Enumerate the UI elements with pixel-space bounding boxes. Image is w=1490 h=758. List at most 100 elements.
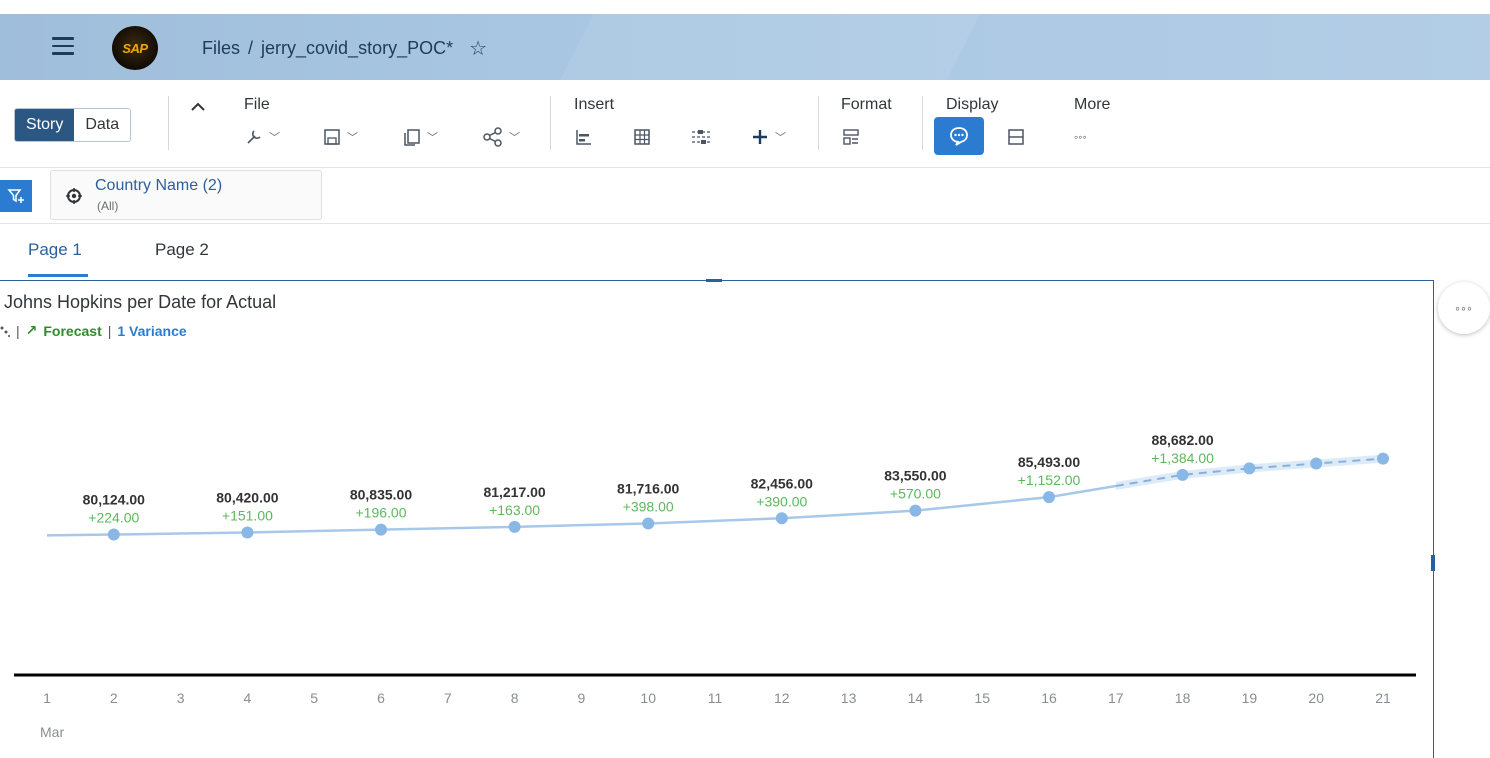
display-group-label: Display	[946, 96, 999, 113]
active-tab-indicator	[28, 274, 88, 277]
share-icon	[483, 127, 502, 147]
filter-value: (All)	[97, 199, 119, 213]
plus-icon	[753, 130, 767, 144]
insert-input-control-button[interactable]	[690, 124, 712, 150]
series-line-forecast	[1115, 457, 1384, 487]
chart-more-button[interactable]: ◦◦◦	[1438, 282, 1490, 334]
tab-page-1[interactable]: Page 1	[28, 240, 82, 259]
shell-bar: SAP Files / jerry_covid_story_POC* ☆	[0, 14, 1490, 80]
variance-label: +398.00	[623, 498, 674, 514]
breadcrumb-files[interactable]: Files	[202, 38, 241, 58]
data-button[interactable]: Data	[74, 109, 131, 141]
chart-icon	[576, 130, 591, 145]
more-group-label: More	[1074, 96, 1111, 113]
edit-tools-button[interactable]: ﹀	[244, 124, 280, 150]
data-point	[375, 523, 387, 536]
insert-chart-button[interactable]	[574, 124, 594, 150]
story-button[interactable]: Story	[15, 109, 75, 141]
breadcrumb-separator: /	[248, 38, 254, 58]
chevron-down-icon: ﹀	[509, 132, 520, 144]
divider	[818, 96, 819, 150]
tick-label: 8	[511, 690, 519, 706]
variance-label[interactable]: 1 Variance	[117, 322, 187, 339]
divider	[550, 96, 551, 150]
divider	[168, 96, 169, 150]
tick-label: 16	[1041, 690, 1057, 706]
variance-label: +151.00	[222, 507, 273, 523]
tick-label: 12	[774, 690, 790, 706]
forecast-label[interactable]: Forecast	[43, 322, 102, 339]
line-chart: 80,124.00 +224.00 80,420.00 +151.00 80,835.0…	[14, 432, 1416, 740]
add-filter-button[interactable]	[0, 180, 32, 212]
filter-add-icon	[7, 189, 24, 203]
data-point	[1176, 468, 1189, 481]
chart-subtitle: | ↗ Forecast | 1 Variance	[0, 322, 187, 339]
more-button[interactable]: ◦◦◦	[1074, 124, 1087, 150]
data-point	[1310, 457, 1323, 470]
shell-decoration	[560, 14, 980, 80]
data-point	[642, 517, 655, 530]
chevron-down-icon: ﹀	[269, 132, 280, 144]
variance-label: +163.00	[489, 502, 540, 518]
format-button[interactable]	[841, 124, 861, 150]
forecast-arrow-icon: ↗	[25, 322, 38, 338]
insert-group-label: Insert	[574, 96, 615, 113]
resize-handle-right[interactable]	[1431, 555, 1435, 571]
tick-label: 2	[110, 690, 118, 706]
star-icon[interactable]: ☆	[469, 38, 488, 60]
toolbar: Story Data File ﹀ ﹀ ﹀ ﹀ Insert ﹀ Format	[0, 80, 1490, 168]
story-data-toggle: Story Data	[14, 108, 132, 142]
tick-label: 9	[578, 690, 586, 706]
country-name-filter[interactable]: Country Name (2) (All)	[50, 170, 322, 220]
tick-label: 20	[1308, 690, 1324, 706]
tick-label: 6	[377, 690, 385, 706]
variance-label: +1,152.00	[1018, 472, 1081, 488]
format-group-label: Format	[841, 96, 892, 113]
tick-label: 10	[640, 690, 656, 706]
chart-title: Johns Hopkins per Date for Actual	[4, 292, 277, 312]
divider	[922, 96, 923, 150]
variance-label: +390.00	[756, 493, 807, 509]
subtitle-separator: |	[107, 322, 112, 339]
more-dots-icon: ◦◦◦	[1074, 130, 1087, 144]
save-button[interactable]: ﹀	[322, 124, 358, 150]
split-view-button[interactable]	[1006, 124, 1026, 150]
format-icon	[843, 129, 859, 145]
tab-page-2[interactable]: Page 2	[155, 240, 209, 259]
variance-label: +1,384.00	[1151, 450, 1214, 466]
data-point	[1377, 452, 1389, 465]
tick-label: 5	[310, 690, 318, 706]
data-point	[1043, 491, 1055, 504]
x-sublabel: Mar	[40, 724, 64, 740]
wrench-icon	[247, 130, 261, 144]
sap-logo[interactable]: SAP	[112, 26, 158, 70]
input-control-icon	[692, 130, 710, 144]
menu-icon[interactable]	[52, 37, 74, 55]
add-button[interactable]: ﹀	[750, 124, 786, 150]
dimension-icon	[66, 188, 82, 204]
share-button[interactable]: ﹀	[482, 124, 520, 150]
data-point	[107, 528, 120, 541]
data-label: 85,493.00	[1018, 454, 1080, 470]
tick-label: 21	[1375, 690, 1391, 706]
data-label: 88,682.00	[1151, 432, 1213, 448]
tick-label: 14	[908, 690, 924, 706]
collapse-toolbar-icon[interactable]	[190, 96, 206, 117]
breadcrumb: Files / jerry_covid_story_POC* ☆	[202, 36, 487, 61]
tick-label: 11	[708, 690, 723, 706]
series-line-actual	[46, 484, 1117, 537]
variance-label: +196.00	[356, 505, 407, 521]
insert-table-button[interactable]	[632, 124, 652, 150]
data-point	[909, 504, 922, 517]
page-tabs: Page 1 Page 2	[0, 224, 1490, 280]
copy-button[interactable]: ﹀	[402, 124, 438, 150]
tick-label: 3	[177, 690, 185, 706]
data-label: 80,420.00	[216, 489, 278, 505]
filter-bar: Country Name (2) (All)	[0, 168, 1490, 224]
tick-label: 17	[1108, 690, 1124, 706]
data-point	[241, 526, 254, 539]
chevron-down-icon: ﹀	[347, 132, 358, 144]
resize-handle-top[interactable]	[706, 279, 722, 282]
comments-button[interactable]	[934, 117, 984, 155]
tick-label: 7	[444, 690, 452, 706]
